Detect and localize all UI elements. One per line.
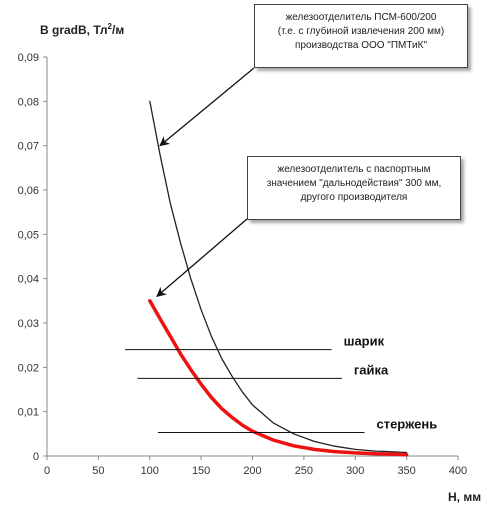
y-tick-label: 0,03 bbox=[18, 318, 39, 330]
y-tick-label: 0,08 bbox=[18, 96, 39, 108]
callout-line: железоотделитель с паспортным bbox=[277, 164, 431, 175]
y-tick-label: 0,04 bbox=[18, 274, 39, 286]
series-group bbox=[148, 100, 409, 457]
y-axis-title: B gradB, Тл2/м bbox=[40, 22, 125, 37]
callout-line: железоотделитель ПСМ-600/200 bbox=[285, 12, 437, 23]
x-tick-label: 250 bbox=[295, 465, 313, 477]
reference-line-label: гайка bbox=[354, 362, 389, 377]
y-tick-label: 0 bbox=[33, 451, 39, 463]
callout-line: производства ООО "ПМТиК" bbox=[294, 40, 428, 51]
x-tick-label: 150 bbox=[192, 465, 210, 477]
series-line-2 bbox=[148, 299, 409, 457]
callout-arrows bbox=[156, 67, 255, 298]
callout-box-other: железоотделитель с паспортным значением … bbox=[247, 156, 461, 220]
x-tick-label: 0 bbox=[44, 465, 50, 477]
x-tick-label: 50 bbox=[92, 465, 104, 477]
axes: 0 50 100 150 200 250 300 350 400 0 0,01 0,02 0,03 0,0… bbox=[18, 52, 468, 477]
y-tick-label: 0,01 bbox=[18, 407, 39, 419]
callout-line: другого производителя bbox=[300, 192, 408, 203]
x-tick-label: 300 bbox=[346, 465, 364, 477]
y-tick-label: 0,07 bbox=[18, 141, 39, 153]
callout-line: (т.е. с глубиной извлечения 200 мм) bbox=[277, 26, 445, 37]
y-tick-label: 0,05 bbox=[18, 229, 39, 241]
x-tick-label: 100 bbox=[141, 465, 159, 477]
callout-line: значением "дальнодействия" 300 мм, bbox=[266, 178, 442, 189]
reference-line-label: шарик bbox=[344, 334, 385, 349]
reference-lines: шарик гайка стержень bbox=[125, 334, 437, 434]
y-tick-label: 0,02 bbox=[18, 362, 39, 374]
x-tick-label: 200 bbox=[243, 465, 261, 477]
reference-line-label: стержень bbox=[376, 417, 437, 432]
callout-arrow bbox=[156, 218, 248, 298]
x-axis-title: H, мм bbox=[448, 490, 482, 504]
callout-box-psm: железоотделитель ПСМ-600/200 (т.е. с глу… bbox=[254, 4, 468, 68]
y-tick-label: 0,06 bbox=[18, 185, 39, 197]
x-tick-label: 400 bbox=[449, 465, 467, 477]
y-tick-label: 0,09 bbox=[18, 52, 39, 64]
series-line-1 bbox=[149, 100, 408, 454]
x-tick-label: 350 bbox=[397, 465, 415, 477]
callout-arrow bbox=[159, 67, 255, 147]
